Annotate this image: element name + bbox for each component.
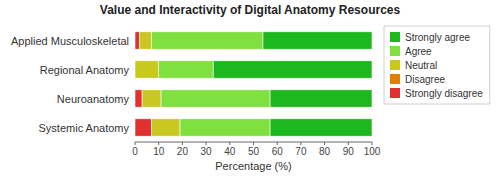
bar-segment bbox=[161, 90, 270, 107]
bar-segment bbox=[159, 61, 214, 78]
bar-segment bbox=[263, 32, 372, 49]
legend-label: Agree bbox=[405, 46, 432, 57]
legend-swatch bbox=[390, 46, 400, 56]
category-label: Systemic Anatomy bbox=[39, 122, 130, 134]
bar-segment bbox=[270, 90, 372, 107]
bar-segment bbox=[135, 32, 140, 49]
bars bbox=[135, 32, 372, 136]
legend-frame bbox=[384, 26, 490, 104]
legend-label: Neutral bbox=[405, 60, 437, 71]
x-tick-label: 70 bbox=[295, 146, 307, 157]
chart-title: Value and Interactivity of Digital Anato… bbox=[100, 3, 401, 17]
bar-segment bbox=[213, 61, 372, 78]
x-tick-label: 80 bbox=[319, 146, 331, 157]
bar-segment bbox=[180, 119, 270, 136]
x-tick-label: 90 bbox=[343, 146, 355, 157]
x-tick-label: 60 bbox=[272, 146, 284, 157]
legend-swatch bbox=[390, 74, 400, 84]
y-axis: Applied Musculoskeletal Regional Anatomy N… bbox=[11, 35, 130, 134]
x-tick-label: 100 bbox=[364, 146, 381, 157]
x-tick-label: 20 bbox=[177, 146, 189, 157]
legend: Strongly agree Agree Neutral Disagree Strong… bbox=[384, 26, 490, 104]
legend-swatch bbox=[390, 32, 400, 42]
chart-svg: Value and Interactivity of Digital Anato… bbox=[0, 0, 500, 187]
legend-label: Disagree bbox=[405, 74, 445, 85]
bar-segment bbox=[140, 32, 152, 49]
x-tick-label: 0 bbox=[132, 146, 138, 157]
x-tick-label: 10 bbox=[153, 146, 165, 157]
legend-label: Strongly disagree bbox=[405, 88, 483, 99]
legend-swatch bbox=[390, 60, 400, 70]
bar-segment bbox=[142, 90, 161, 107]
bar-segment bbox=[135, 61, 159, 78]
bar-segment bbox=[152, 119, 180, 136]
category-label: Neuroanatomy bbox=[57, 93, 130, 105]
category-label: Regional Anatomy bbox=[40, 64, 130, 76]
bar-segment bbox=[270, 119, 372, 136]
chart-container: Value and Interactivity of Digital Anato… bbox=[0, 0, 500, 187]
bar-segment bbox=[135, 90, 142, 107]
legend-label: Strongly agree bbox=[405, 32, 470, 43]
legend-swatch bbox=[390, 88, 400, 98]
category-label: Applied Musculoskeletal bbox=[11, 35, 129, 47]
bar-segment bbox=[152, 32, 263, 49]
x-axis-line bbox=[135, 142, 372, 143]
x-tick-label: 40 bbox=[224, 146, 236, 157]
x-axis-label: Percentage (%) bbox=[215, 160, 291, 172]
x-tick-label: 30 bbox=[201, 146, 213, 157]
bar-segment bbox=[135, 119, 152, 136]
x-tick-label: 50 bbox=[248, 146, 260, 157]
x-axis: 0 10 20 30 40 50 60 70 80 90 100 bbox=[132, 142, 381, 157]
